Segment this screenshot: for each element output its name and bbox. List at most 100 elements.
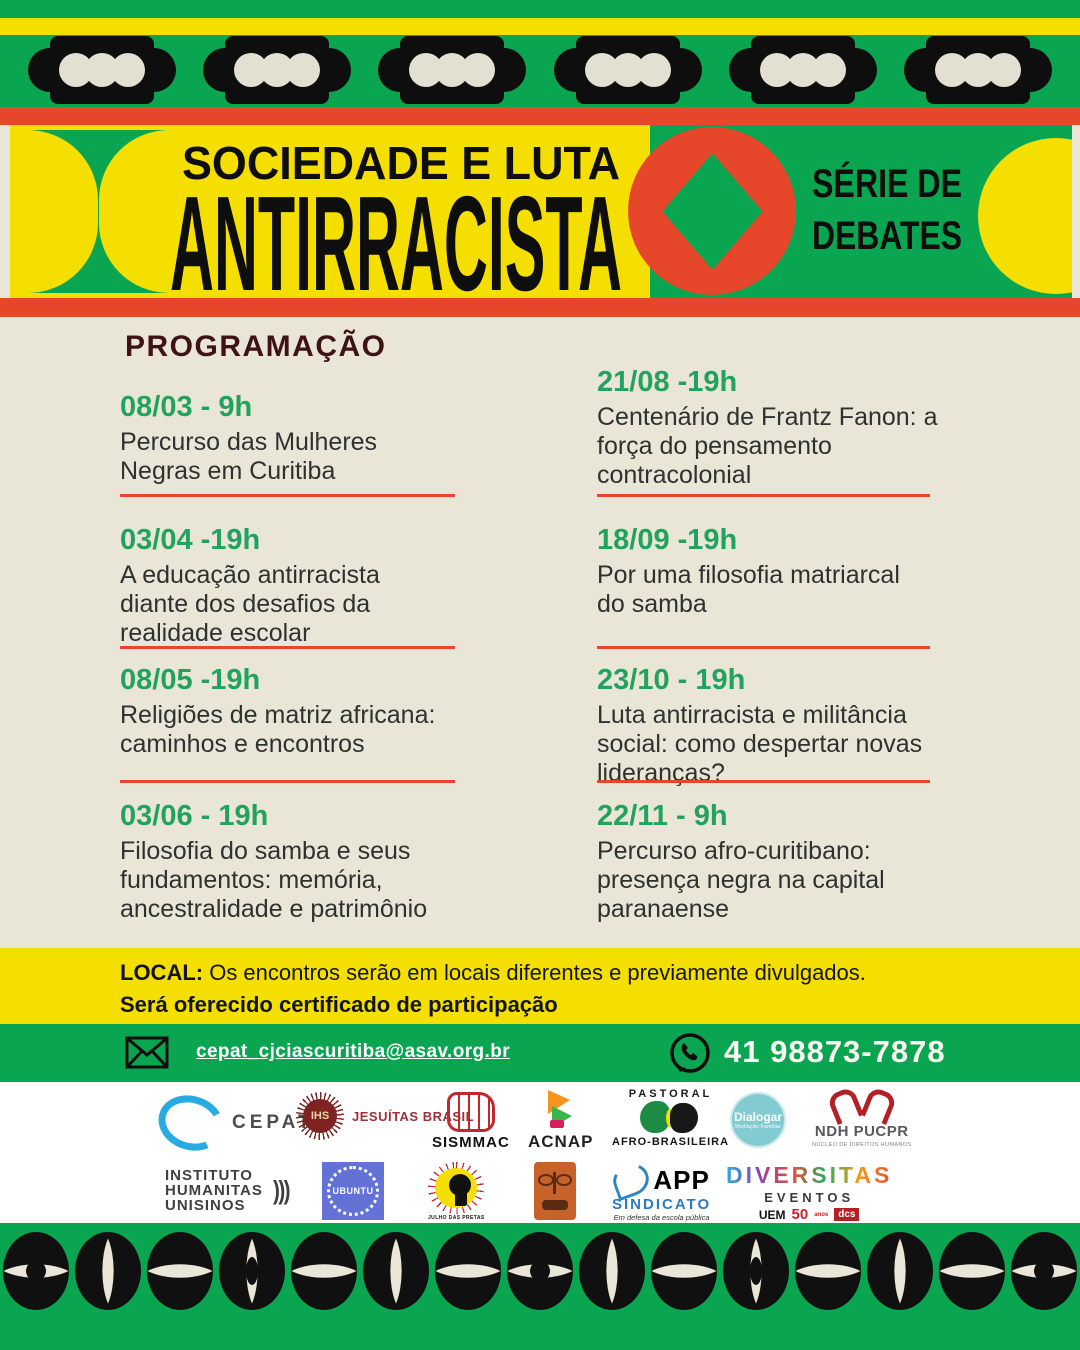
envelope-icon <box>125 1036 169 1074</box>
eye-motif-almond-pupil <box>3 1232 69 1310</box>
bottom-ornament-band <box>0 1223 1080 1350</box>
diversitas-label: DIVERSITAS <box>726 1162 893 1188</box>
jesuitas-label: JESUÍTAS BRASIL <box>352 1108 475 1124</box>
cepat-swoosh-icon <box>151 1087 231 1159</box>
event-title: Percurso das Mulheres Negras em Curitiba <box>120 428 378 485</box>
sismmac-label: SISMMAC <box>432 1134 510 1151</box>
divider-line <box>597 646 930 649</box>
event-date: 08/05 -19h <box>120 664 261 696</box>
soundwave-icon: ))) <box>272 1175 291 1205</box>
continents-map-icon <box>636 1101 706 1135</box>
badge-line1: SÉRIE DE <box>812 159 967 210</box>
top-ornament-shape <box>203 36 352 104</box>
event-date: 03/06 - 19h <box>120 800 269 832</box>
uem-anos-label: anos <box>814 1211 829 1218</box>
ndh-sublabel: NÚCLEO DE DIREITOS HUMANOS <box>812 1142 912 1148</box>
header-left-edge <box>0 125 10 298</box>
event-date: 18/09 -19h <box>597 524 738 556</box>
program-item: 21/08 -19h Centenário de Frantz Fanon: a… <box>597 366 967 490</box>
eye-motif-vslit <box>363 1232 429 1310</box>
location-label: LOCAL: <box>120 960 204 985</box>
eye-motif-row <box>0 1232 1080 1310</box>
dialogar-label: Dialogar <box>733 1110 782 1124</box>
program-item: 18/09 -19h Por uma filosofia matriarcal … <box>597 524 967 619</box>
partner-logos-panel: CEPAT IHS JESUÍTAS BRASIL SISMMAC ACNAP … <box>0 1082 1080 1223</box>
jesuitas-brasil-logo: IHS JESUÍTAS BRASIL <box>296 1092 474 1140</box>
uem-50-label: 50 <box>791 1206 809 1223</box>
program-item: 08/03 - 9h Percurso das Mulheres Negras … <box>120 391 490 486</box>
top-ornament-row <box>0 36 1080 106</box>
instituto-humanitas-unisinos-logo: INSTITUTO HUMANITAS UNISINOS ))) <box>165 1168 291 1213</box>
eye-motif-vslit <box>579 1232 645 1310</box>
svg-text:SÉRIE DE: SÉRIE DE <box>812 161 962 205</box>
uem-50-dcs-logos: UEM 50 anos dcs <box>759 1206 860 1223</box>
header-band: SOCIEDADE E LUTA ANTIRRACISTA SÉRIE DE D… <box>0 125 1080 298</box>
dialogar-circle-icon: Dialogar Mediação Familiar <box>730 1092 786 1148</box>
sismmac-logo: SISMMAC <box>432 1092 510 1151</box>
program-item: 22/11 - 9h Percurso afro-curitibano: pre… <box>597 800 967 924</box>
cepat-logo: CEPAT <box>151 1087 314 1159</box>
header-ornament-square <box>28 130 169 293</box>
contact-bar: cepat_cjciascuritiba@asav.org.br 41 9887… <box>0 1024 1080 1082</box>
whatsapp-phone-icon <box>666 1030 714 1083</box>
ndh-label: NDH PUCPR <box>814 1123 909 1140</box>
julho-caption: JULHO DAS PRETAS <box>428 1215 485 1221</box>
acnap-logo: ACNAP <box>528 1090 593 1152</box>
uem-label: UEM <box>758 1207 786 1222</box>
top-ornament-shape <box>553 36 702 104</box>
diversitas-eventos-logo: DIVERSITAS EVENTOS UEM 50 anos dcs <box>726 1162 892 1223</box>
location-info-bar: LOCAL: Os encontros serão em locais dife… <box>0 948 1080 1024</box>
app-caption: Em defesa da escola pública <box>613 1213 710 1222</box>
eye-motif-vslit <box>75 1232 141 1310</box>
eye-motif-almond <box>435 1232 501 1310</box>
app-sindicato-logo: APP SINDICATO Em defesa da escola públic… <box>608 1158 711 1222</box>
eye-motif-vslit-pupil <box>723 1232 789 1310</box>
event-title: Por uma filosofia matriarcal do samba <box>597 561 900 618</box>
event-date: 21/08 -19h <box>597 366 738 398</box>
ihs-sunburst-icon: IHS <box>296 1092 344 1140</box>
red-stripe-top <box>0 107 1080 125</box>
ubuntu-logo: UBUNTU <box>322 1162 384 1220</box>
divider-line <box>597 494 930 497</box>
location-text: LOCAL: Os encontros serão em locais dife… <box>120 960 866 985</box>
tribal-mask-logo <box>534 1162 576 1220</box>
event-title: Centenário de Frantz Fanon: a força do p… <box>597 403 938 489</box>
dcs-label: dcs <box>834 1208 860 1221</box>
poster-title-line2: ANTIRRACISTA <box>170 168 630 298</box>
event-title: Percurso afro-curitibano: presença negra… <box>597 837 885 923</box>
divider-line <box>120 646 455 649</box>
ubuntu-label: UBUNTU <box>332 1186 374 1196</box>
eye-motif-almond <box>651 1232 717 1310</box>
half-circle-shape <box>28 130 98 293</box>
ubuntu-square-icon: UBUNTU <box>322 1162 384 1220</box>
top-ornament-shape <box>28 36 176 104</box>
eye-motif-almond <box>939 1232 1005 1310</box>
program-item: 03/06 - 19h Filosofia do samba e seus fu… <box>120 800 490 924</box>
contact-email-link[interactable]: cepat_cjciascuritiba@asav.org.br <box>196 1041 510 1062</box>
silhouette-icon <box>435 1168 478 1208</box>
event-title: Luta antirracista e militância social: c… <box>597 701 923 787</box>
divider-line <box>597 780 930 783</box>
pastoral-label-top: PASTORAL <box>628 1088 713 1100</box>
program-item: 23/10 - 19h Luta antirracista e militânc… <box>597 664 967 788</box>
eye-motif-almond-pupil <box>507 1232 573 1310</box>
header-right-edge <box>1072 125 1080 298</box>
svg-text:SOCIEDADE E LUTA: SOCIEDADE E LUTA <box>182 137 620 187</box>
top-green-band <box>0 0 1080 107</box>
people-circle-icon: UBUNTU <box>327 1166 379 1216</box>
program-heading: PROGRAMAÇÃO <box>125 330 387 363</box>
contact-phone-number: 41 98873-7878 <box>724 1034 946 1069</box>
top-ornament-shape <box>378 36 527 104</box>
acnap-label: ACNAP <box>528 1132 594 1151</box>
ihu-label: INSTITUTO HUMANITAS UNISINOS <box>165 1167 263 1214</box>
eye-motif-vslit <box>867 1232 933 1310</box>
event-date: 03/04 -19h <box>120 524 261 556</box>
poster-title-line1: SOCIEDADE E LUTA <box>182 137 627 192</box>
sun-rays-icon <box>428 1162 485 1214</box>
diversitas-sublabel: EVENTOS <box>764 1190 855 1205</box>
event-title: A educação antirracista diante dos desaf… <box>120 561 380 647</box>
divider-line <box>120 780 455 783</box>
ndh-pucpr-logo: NDH PUCPR NÚCLEO DE DIREITOS HUMANOS <box>812 1085 912 1148</box>
top-yellow-stripe <box>0 18 1080 35</box>
